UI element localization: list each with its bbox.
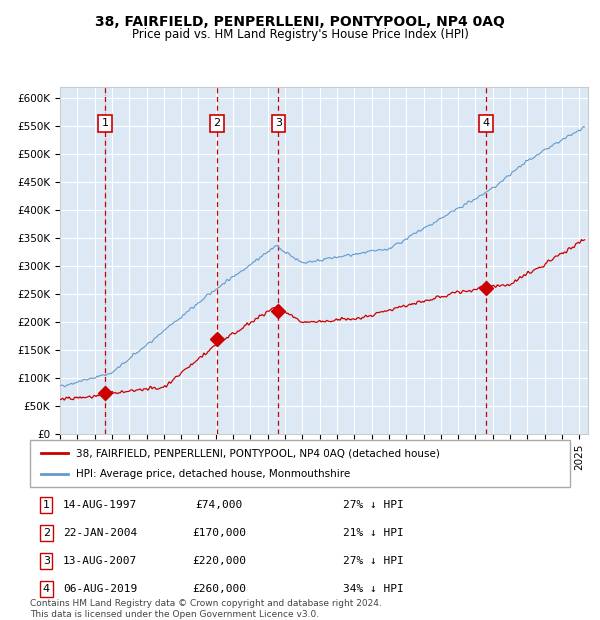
- Text: 4: 4: [482, 118, 489, 128]
- Text: £220,000: £220,000: [192, 556, 246, 566]
- Text: 06-AUG-2019: 06-AUG-2019: [63, 584, 137, 594]
- Text: 21% ↓ HPI: 21% ↓ HPI: [343, 528, 404, 538]
- Text: HPI: Average price, detached house, Monmouthshire: HPI: Average price, detached house, Monm…: [76, 469, 350, 479]
- Text: 3: 3: [275, 118, 282, 128]
- Text: £74,000: £74,000: [196, 500, 242, 510]
- Text: 3: 3: [43, 556, 50, 566]
- Text: 13-AUG-2007: 13-AUG-2007: [63, 556, 137, 566]
- Text: 2: 2: [43, 528, 50, 538]
- Text: 38, FAIRFIELD, PENPERLLENI, PONTYPOOL, NP4 0AQ (detached house): 38, FAIRFIELD, PENPERLLENI, PONTYPOOL, N…: [76, 448, 440, 458]
- Text: Contains HM Land Registry data © Crown copyright and database right 2024.
This d: Contains HM Land Registry data © Crown c…: [30, 600, 382, 619]
- Text: 4: 4: [43, 584, 50, 594]
- Text: 22-JAN-2004: 22-JAN-2004: [63, 528, 137, 538]
- Text: 34% ↓ HPI: 34% ↓ HPI: [343, 584, 404, 594]
- Text: 2: 2: [213, 118, 220, 128]
- Text: 27% ↓ HPI: 27% ↓ HPI: [343, 556, 404, 566]
- Text: 1: 1: [102, 118, 109, 128]
- Text: Price paid vs. HM Land Registry's House Price Index (HPI): Price paid vs. HM Land Registry's House …: [131, 28, 469, 41]
- Text: 1: 1: [43, 500, 50, 510]
- Text: 27% ↓ HPI: 27% ↓ HPI: [343, 500, 404, 510]
- Text: £260,000: £260,000: [192, 584, 246, 594]
- Text: 14-AUG-1997: 14-AUG-1997: [63, 500, 137, 510]
- Text: £170,000: £170,000: [192, 528, 246, 538]
- FancyBboxPatch shape: [30, 440, 570, 487]
- Text: 38, FAIRFIELD, PENPERLLENI, PONTYPOOL, NP4 0AQ: 38, FAIRFIELD, PENPERLLENI, PONTYPOOL, N…: [95, 16, 505, 30]
